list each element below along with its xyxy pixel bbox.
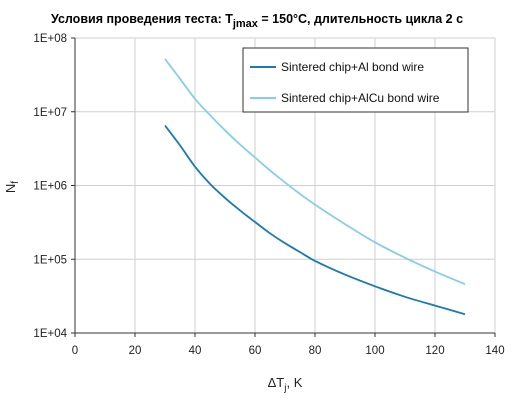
chart-title: Условия проведения теста: Tjmax = 150°C,…: [51, 12, 463, 30]
axes: [71, 37, 496, 337]
y-axis-label-sub: f: [10, 181, 21, 184]
title-suffix: = 150°C, длительность цикла 2 с: [258, 12, 463, 26]
y-tick-label: 1E+04: [33, 328, 67, 340]
x-axis-label-tail: , K: [286, 375, 302, 390]
series-line-2: [164, 58, 466, 285]
legend-label-series-2: Sintered chip+AlCu bond wire: [281, 91, 440, 105]
y-axis-label: Nf: [3, 181, 21, 193]
x-tick-label: 120: [425, 345, 444, 357]
x-tick-label: 80: [309, 345, 322, 357]
title-prefix: Условия проведения теста: T: [51, 12, 233, 26]
x-tick-label: 40: [189, 345, 202, 357]
y-axis-label-main: N: [3, 184, 18, 193]
x-tick-label: 60: [249, 345, 262, 357]
y-tick-label: 1E+08: [33, 33, 67, 45]
x-axis-label: ΔTj, K: [268, 375, 303, 394]
y-tick-label: 1E+07: [33, 107, 67, 119]
y-tick-label: 1E+05: [33, 254, 67, 266]
title-subscript: jmax: [232, 18, 259, 30]
legend-label-series-1: Sintered chip+Al bond wire: [281, 60, 424, 74]
x-tick-label: 20: [129, 345, 142, 357]
x-tick-label: 140: [485, 345, 504, 357]
x-axis-label-main: ΔT: [268, 375, 285, 390]
series-lines: [164, 58, 466, 316]
series-line-1: [164, 124, 466, 316]
y-tick-labels: 1E+04 1E+05 1E+06 1E+07 1E+08: [33, 33, 67, 340]
x-tick-labels: 0 20 40 60 80 100 120 140: [72, 345, 505, 357]
x-tick-label: 100: [365, 345, 384, 357]
y-tick-label: 1E+06: [33, 181, 67, 193]
x-tick-label: 0: [72, 345, 78, 357]
legend: Sintered chip+Al bond wire Sintered chip…: [242, 47, 469, 113]
legend-box: [242, 47, 469, 113]
x-axis-label-sub: j: [283, 383, 286, 394]
